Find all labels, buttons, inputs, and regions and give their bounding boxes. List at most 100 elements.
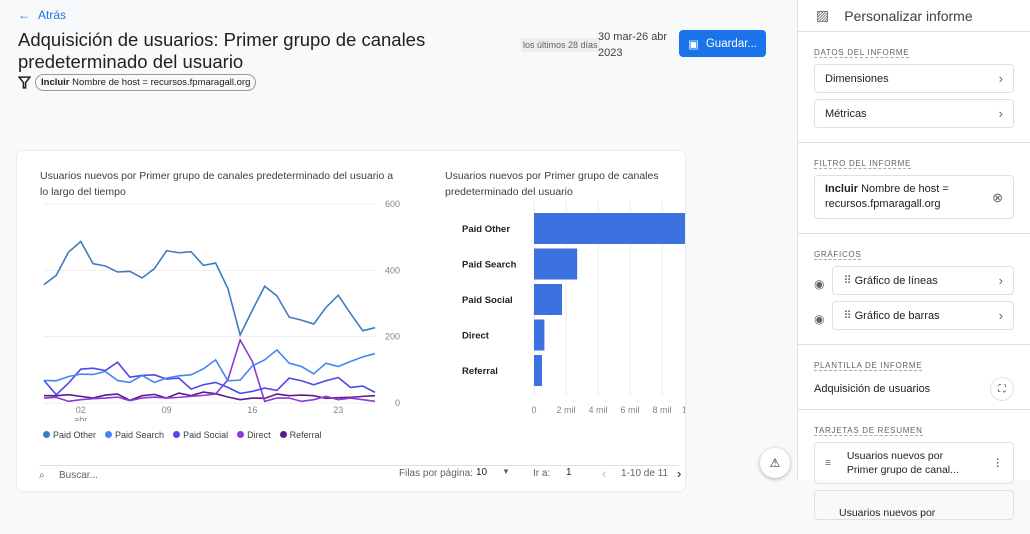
y-tick-label: 600	[385, 199, 400, 209]
save-button[interactable]: ▣ Guardar...	[679, 30, 766, 57]
bar-chart-item[interactable]: ⠿ Gráfico de barras ›	[832, 301, 1014, 330]
dimensions-item[interactable]: Dimensiones ›	[814, 64, 1014, 93]
bar	[534, 248, 578, 280]
category-label: Referral	[462, 366, 498, 377]
bar-list-icon: ≡	[825, 457, 832, 469]
more-icon[interactable]: ⋮	[992, 457, 1003, 469]
line-legend: Paid Other Paid Search Paid Social Direct Re…	[43, 430, 322, 440]
legend-dot	[173, 431, 181, 438]
section-label: PLANTILLA DE INFORME	[814, 361, 923, 371]
legend-dot	[279, 431, 287, 438]
metrics-label: Métricas	[825, 107, 867, 120]
eye-icon[interactable]: ◉	[814, 311, 825, 326]
unlink-template-icon[interactable]: ⛶	[990, 377, 1014, 401]
panel-header: ▨ Personalizar informe	[798, 0, 1030, 32]
section-label: FILTRO DEL INFORME	[814, 159, 912, 169]
bar	[534, 213, 685, 244]
legend-label: Paid Social	[183, 430, 229, 440]
chevron-right-icon: ›	[998, 71, 1003, 86]
x-tick-label: 16	[247, 405, 257, 415]
remove-filter-icon[interactable]: ⊗	[992, 189, 1003, 205]
year: 2023	[598, 47, 623, 59]
chart1-label: Gráfico de líneas	[854, 275, 938, 287]
x-tick-label: 10 mil	[682, 405, 685, 415]
series-line-referral	[44, 391, 376, 402]
charts-section: GRÁFICOS ◉ ⠿ Gráfico de líneas › ◉ ⠿ Gráfic…	[798, 234, 1030, 345]
dropdown-icon[interactable]: ▼	[502, 467, 510, 476]
save-label: Guardar...	[705, 37, 757, 50]
line-chart-title: Usuarios nuevos por Primer grupo de cana…	[40, 170, 394, 198]
back-link[interactable]: ← Atrás	[18, 8, 66, 22]
drag-handle-icon[interactable]: ⠿	[843, 275, 852, 287]
summary-card-item[interactable]: Usuarios nuevos por	[814, 490, 1014, 520]
category-label: Direct	[462, 331, 490, 342]
category-label: Paid Search	[462, 260, 517, 271]
chevron-right-icon: ›	[998, 273, 1003, 288]
feedback-button[interactable]: ⚠	[760, 448, 790, 478]
x-tick-label: 09	[162, 405, 172, 415]
chart-edit-icon: ▨	[816, 7, 830, 23]
section-label: GRÁFICOS	[814, 250, 862, 260]
filter-include: Incluir	[825, 183, 859, 195]
x-tick-label: 8 mil	[652, 405, 671, 415]
back-label: Atrás	[38, 8, 67, 22]
goto-input[interactable]: 1	[566, 467, 572, 478]
date-range[interactable]: 30 mar-26 abr 2023	[598, 29, 667, 61]
dimensions-label: Dimensiones	[825, 72, 889, 85]
x-tick-label: 0	[531, 405, 536, 415]
filter-chip[interactable]: Incluir Nombre de host = recursos.fpmara…	[35, 74, 257, 91]
legend-item[interactable]: Paid Search	[105, 430, 164, 440]
legend-dot	[237, 431, 245, 438]
drag-handle-icon[interactable]: ⠿	[843, 310, 852, 322]
legend-label: Direct	[247, 430, 271, 440]
legend-item[interactable]: Paid Social	[173, 430, 228, 440]
section-label: TARJETAS DE RESUMEN	[814, 426, 923, 436]
summary-cards-section: TARJETAS DE RESUMEN ≡ Usuarios nuevos por…	[798, 410, 1030, 534]
report-filter-section: FILTRO DEL INFORME Incluir Nombre de hos…	[798, 143, 1030, 234]
bar	[534, 319, 545, 351]
x-tick-label: 6 mil	[620, 405, 639, 415]
prev-page-icon[interactable]: ‹	[602, 466, 607, 481]
search-input[interactable]: Buscar...	[59, 470, 98, 481]
summary-card-item[interactable]: ≡ Usuarios nuevos por Primer grupo de can…	[814, 442, 1014, 484]
feedback-icon: ⚠	[769, 456, 781, 470]
series-line-paid-social	[43, 361, 376, 396]
rows-label: Filas por página:	[399, 468, 473, 479]
line-chart-item[interactable]: ⠿ Gráfico de líneas ›	[832, 266, 1014, 295]
filter-text: Nombre de host = recursos.fpmaragall.org	[825, 183, 949, 210]
card2-label: Usuarios nuevos por	[839, 507, 936, 519]
bar-chart: 0 2 mil 4 mil 6 mil 8 mil 10 mil Paid Other Pai…	[462, 201, 685, 415]
page-title: Adquisición de usuarios: Primer grupo de…	[18, 29, 426, 72]
next-page-icon[interactable]: ›	[677, 466, 682, 481]
filter-text: Nombre de host = recursos.fpmaragall.org	[72, 77, 251, 88]
charts-card: Usuarios nuevos por Primer grupo de cana…	[17, 151, 685, 491]
section-label: DATOS DEL INFORME	[814, 48, 910, 58]
filter-icon	[18, 76, 31, 89]
x-tick-sublabel: abr	[74, 415, 87, 421]
x-tick-label: 02	[76, 405, 86, 415]
rows-select[interactable]: 10	[476, 467, 488, 478]
main-area: ← Atrás Adquisición de usuarios: Primer g…	[18, 8, 790, 481]
y-tick-label: 0	[395, 398, 400, 408]
panel-title: Personalizar informe	[844, 7, 973, 24]
metrics-item[interactable]: Métricas ›	[814, 99, 1014, 128]
legend-item[interactable]: Referral	[279, 430, 322, 440]
category-label: Paid Other	[462, 224, 510, 235]
search-icon: ⌕	[39, 470, 45, 481]
legend-item[interactable]: Paid Other	[43, 430, 96, 440]
arrow-left-icon: ←	[18, 8, 30, 22]
date-range-label[interactable]: los últimos 28 días	[521, 38, 600, 52]
filter-bar: Incluir Nombre de host = recursos.fpmara…	[18, 74, 257, 91]
eye-icon[interactable]: ◉	[814, 276, 825, 291]
chevron-right-icon: ›	[998, 308, 1003, 323]
x-tick-label: 4 mil	[588, 405, 607, 415]
bar	[534, 284, 562, 315]
y-tick-label: 400	[385, 265, 400, 275]
series-line-direct	[43, 337, 376, 403]
filter-item[interactable]: Incluir Nombre de host = recursos.fpmara…	[814, 175, 1014, 219]
y-tick-label: 200	[385, 332, 400, 342]
table-footer: ⌕ Buscar... Filas por página: 10 ▼ Ir a:…	[39, 465, 681, 481]
legend-item[interactable]: Direct	[237, 430, 271, 440]
template-name: Adquisición de usuarios	[814, 383, 931, 395]
save-icon: ▣	[687, 38, 699, 51]
